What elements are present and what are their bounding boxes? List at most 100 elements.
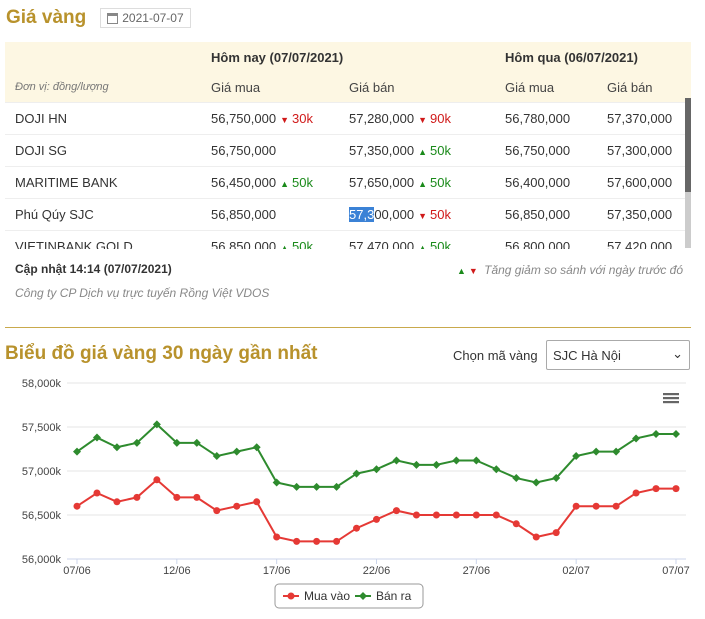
data-point <box>333 537 341 545</box>
today-header: Hôm nay (07/07/2021) <box>210 42 504 72</box>
buy-price: 56,850,000 <box>210 198 348 231</box>
data-point <box>592 447 601 456</box>
data-point <box>373 515 380 523</box>
yesterday-buy-price-value: 56,750,000 <box>505 143 571 158</box>
text-selection: 57,3 <box>349 207 375 222</box>
data-point <box>273 533 281 541</box>
data-point <box>112 443 121 452</box>
buy-price-value: 56,850,000 <box>211 207 277 222</box>
yesterday-sell-price-value: 57,600,000 <box>607 175 673 190</box>
price-table-container[interactable]: Hôm nay (07/07/2021) Hôm qua (06/07/2021… <box>5 42 691 249</box>
change-amount: 90k <box>430 111 451 126</box>
yesterday-header: Hôm qua (06/07/2021) <box>504 42 691 72</box>
calendar-icon <box>107 12 119 24</box>
data-point <box>133 493 141 501</box>
change-amount: 50k <box>292 175 313 190</box>
data-point <box>173 493 181 501</box>
sell-price-value: 57,300,000 <box>349 207 415 222</box>
data-point <box>492 511 500 519</box>
menu-icon <box>663 393 679 396</box>
data-point <box>93 489 101 497</box>
legend-marker <box>287 592 295 600</box>
buy-price: 56,750,000 ▼ 30k <box>210 102 348 135</box>
sell-price: 57,300,000 ▼ 50k <box>348 198 504 231</box>
source-company: Công ty CP Dịch vụ trực tuyến Rồng Việt … <box>15 286 270 300</box>
change-amount: 50k <box>430 207 451 222</box>
data-point <box>652 485 660 493</box>
gold-type-label: Chọn mã vàng <box>453 348 538 363</box>
yesterday-buy-price: 56,800,000 <box>504 230 606 249</box>
data-point <box>172 438 181 447</box>
data-point <box>432 460 441 469</box>
down-triangle-icon: ▼ <box>418 211 427 221</box>
data-point <box>532 533 540 541</box>
yesterday-sell-price-value: 57,300,000 <box>607 143 673 158</box>
yesterday-buy-price: 56,750,000 <box>504 134 606 167</box>
data-point <box>572 452 581 461</box>
gold-name: VIETINBANK GOLD <box>5 230 210 249</box>
section-divider <box>5 327 691 328</box>
data-point <box>353 524 361 532</box>
data-point <box>352 469 361 478</box>
data-point <box>632 434 641 443</box>
sell-price-value: 57,470,000 <box>349 239 415 249</box>
date-value: 2021-07-07 <box>122 11 184 25</box>
y-tick-label: 57,000k <box>22 466 62 478</box>
data-point <box>572 502 580 510</box>
x-tick-label: 07/07 <box>662 565 690 577</box>
down-triangle-icon: ▼ <box>418 115 427 125</box>
x-tick-label: 17/06 <box>263 565 291 577</box>
buy-price: 56,750,000 <box>210 134 348 167</box>
data-point <box>92 433 101 442</box>
date-picker[interactable]: 2021-07-07 <box>100 8 191 28</box>
change-amount: 50k <box>430 175 451 190</box>
gold-name: DOJI HN <box>5 102 210 135</box>
table-scrollbar[interactable] <box>685 98 691 248</box>
data-point <box>292 482 301 491</box>
data-point <box>452 511 460 519</box>
data-point <box>532 478 541 487</box>
gold-name: MARITIME BANK <box>5 166 210 199</box>
x-tick-label: 22/06 <box>363 565 391 577</box>
gold-name-value: DOJI HN <box>15 111 67 126</box>
legend-label: Bán ra <box>376 589 412 603</box>
y-tick-label: 56,000k <box>22 554 62 566</box>
data-point <box>452 456 461 465</box>
x-tick-label: 07/06 <box>63 565 91 577</box>
down-triangle-icon: ▼ <box>280 115 289 125</box>
up-triangle-icon: ▲ <box>418 147 427 157</box>
data-point <box>272 478 281 487</box>
yesterday-buy-price: 56,400,000 <box>504 166 606 199</box>
data-point <box>253 498 261 506</box>
gold-type-select[interactable]: SJC Hà Nội ⌄ <box>546 340 690 370</box>
y-tick-label: 58,000k <box>22 378 62 390</box>
series-line <box>76 478 676 543</box>
yesterday-buy-price: 56,780,000 <box>504 102 606 135</box>
up-triangle-icon: ▲ <box>280 179 289 189</box>
table-row: MARITIME BANK 56,450,000 ▲ 50k 57,650,000 ▲ 50… <box>5 166 691 199</box>
data-point <box>372 465 381 474</box>
down-triangle-icon: ▼ <box>468 266 478 276</box>
sell-price: 57,350,000 ▲ 50k <box>348 134 504 167</box>
today-sell-header: Giá bán <box>348 72 504 103</box>
yesterday-sell-price: 57,370,000 <box>606 102 691 135</box>
data-point <box>73 447 81 456</box>
x-tick-label: 02/07 <box>562 565 590 577</box>
up-triangle-icon: ▲ <box>456 266 466 276</box>
sell-price: 57,650,000 ▲ 50k <box>348 166 504 199</box>
change-legend-text: Tăng giảm so sánh với ngày trước đó <box>484 263 683 277</box>
yesterday-sell-price-value: 57,370,000 <box>607 111 673 126</box>
yesterday-sell-price-value: 57,350,000 <box>607 207 673 222</box>
scrollbar-thumb[interactable] <box>685 98 691 192</box>
series-line <box>76 422 676 488</box>
data-point <box>612 502 620 510</box>
yesterday-sell-price: 57,600,000 <box>606 166 691 199</box>
data-point <box>672 485 680 493</box>
data-point <box>332 482 341 491</box>
data-point <box>612 447 621 456</box>
update-time: Cập nhật 14:14 (07/07/2021) <box>15 262 172 276</box>
data-point <box>132 438 141 447</box>
sell-price: 57,280,000 ▼ 90k <box>348 102 504 135</box>
data-point <box>412 460 421 469</box>
x-tick-label: 12/06 <box>163 565 191 577</box>
